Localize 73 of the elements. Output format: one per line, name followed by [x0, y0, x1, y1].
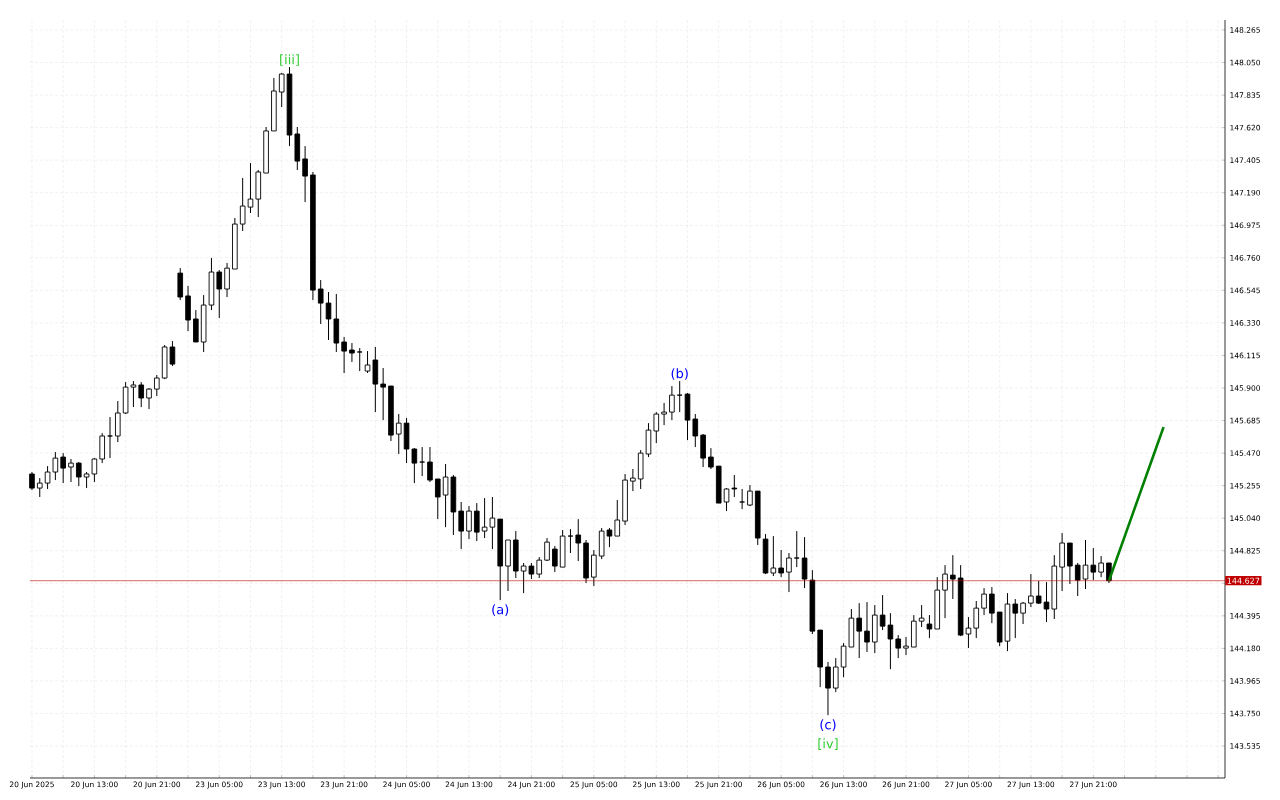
candlestick [614, 499, 621, 537]
annotation: (b) [671, 368, 688, 380]
candlestick [68, 458, 74, 483]
candlestick [575, 518, 582, 562]
candlestick [630, 468, 636, 492]
candlestick [552, 545, 558, 573]
candlestick [356, 347, 363, 372]
candlestick [567, 528, 574, 554]
candlestick [739, 488, 745, 510]
candlestick [177, 267, 184, 301]
candlestick [216, 269, 223, 319]
candlestick [895, 634, 901, 659]
candlestick [536, 556, 543, 579]
candlestick [317, 279, 324, 325]
annotation: [iv] [818, 738, 838, 750]
candlestick [193, 309, 199, 343]
candlestick [864, 601, 870, 653]
candlestick [341, 336, 347, 374]
candlestick [1012, 598, 1019, 639]
candlestick [591, 549, 597, 587]
candlestick [700, 433, 706, 468]
candlestick [989, 586, 995, 624]
candlestick [349, 342, 355, 363]
candlestick [903, 636, 909, 656]
candlestick [107, 416, 113, 459]
candlestick [825, 661, 831, 716]
candlestick [278, 72, 285, 108]
candlestick [434, 478, 441, 520]
candlestick [856, 602, 862, 659]
candlestick [669, 385, 675, 421]
candlestick [427, 446, 433, 483]
candlestick [981, 587, 987, 616]
candlestick [661, 402, 667, 426]
candlestick [154, 374, 160, 397]
ref-line-label: 144.627 [1227, 577, 1260, 584]
annotation: (a) [492, 604, 509, 616]
candlestick [29, 471, 35, 491]
candlestick [36, 477, 43, 498]
candlestick [942, 564, 948, 619]
candlestick [1067, 542, 1073, 585]
candlestick [138, 381, 145, 408]
annotation: [iii] [280, 54, 299, 66]
candlestick [973, 600, 980, 639]
candlestick [466, 505, 472, 540]
annotation: (c) [820, 719, 836, 731]
candlestick [786, 552, 792, 593]
candlestick [692, 413, 699, 448]
candlestick [115, 400, 121, 443]
candlestick [474, 502, 480, 542]
candlestick [60, 452, 66, 484]
candlestick [75, 461, 82, 487]
candlestick [380, 367, 386, 421]
candlestick [1098, 555, 1104, 578]
candlestick [458, 501, 464, 550]
candlestick [419, 446, 425, 477]
candlestick [926, 614, 933, 639]
candlestick [224, 262, 230, 298]
candlestick [1074, 562, 1081, 597]
candlestick [653, 411, 660, 444]
candlestick [99, 432, 105, 464]
candlestick [1020, 601, 1026, 625]
candlestick [918, 604, 925, 628]
candlestick [793, 530, 800, 568]
candlestick [950, 554, 956, 600]
candlestick [1028, 573, 1034, 608]
candlestick [708, 447, 714, 470]
candlestick [801, 536, 808, 589]
candlestick [676, 380, 683, 413]
candlestick [302, 145, 308, 203]
candlestick [395, 413, 402, 455]
candlestick [778, 549, 784, 578]
candlestick [832, 657, 839, 693]
candlestick [146, 387, 152, 410]
